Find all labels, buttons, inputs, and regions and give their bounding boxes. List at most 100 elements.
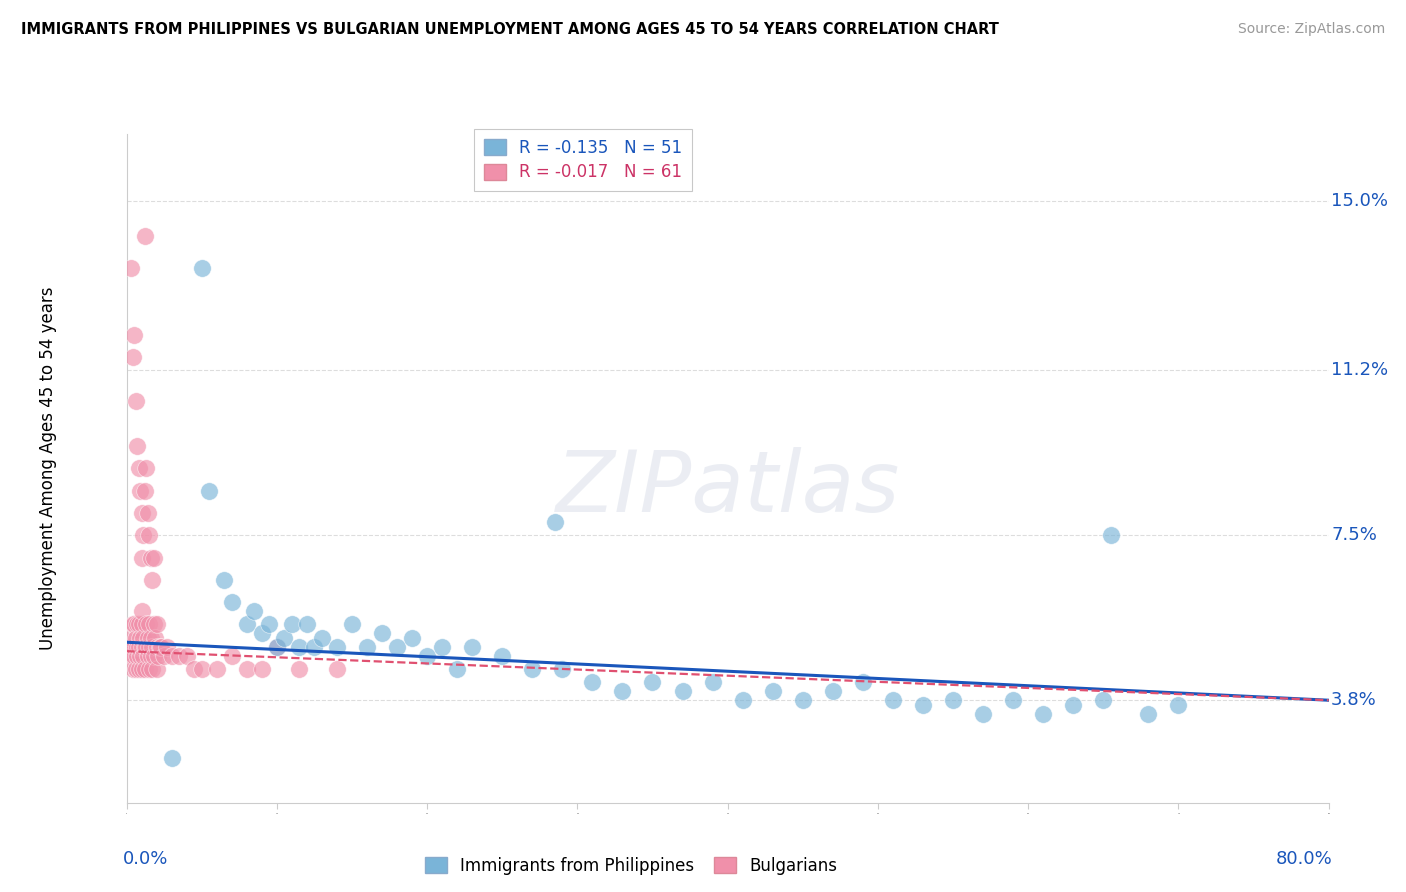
Point xyxy=(145,662,167,676)
Point xyxy=(134,640,156,654)
Point xyxy=(221,595,243,609)
Point xyxy=(131,640,153,654)
Point xyxy=(762,684,785,698)
Point xyxy=(131,550,153,565)
Point xyxy=(124,631,146,645)
Point xyxy=(385,640,408,654)
Point xyxy=(250,662,273,676)
Point xyxy=(141,573,163,587)
Point xyxy=(124,662,146,676)
Point xyxy=(134,662,156,676)
Point xyxy=(118,640,141,654)
Point xyxy=(128,617,150,632)
Point xyxy=(311,631,333,645)
Point xyxy=(852,675,875,690)
Point xyxy=(138,617,160,632)
Point xyxy=(581,675,603,690)
Point xyxy=(1167,698,1189,712)
Point xyxy=(491,648,513,663)
Point xyxy=(942,693,965,707)
Point xyxy=(139,648,162,663)
Point xyxy=(125,648,148,663)
Point xyxy=(138,662,160,676)
Point xyxy=(122,640,145,654)
Point xyxy=(122,648,145,663)
Text: 11.2%: 11.2% xyxy=(1331,361,1388,379)
Point xyxy=(250,626,273,640)
Point xyxy=(1032,706,1054,721)
Point xyxy=(132,528,155,542)
Text: 3.8%: 3.8% xyxy=(1331,691,1376,709)
Text: Source: ZipAtlas.com: Source: ZipAtlas.com xyxy=(1237,22,1385,37)
Point xyxy=(235,662,259,676)
Point xyxy=(911,698,934,712)
Point xyxy=(153,648,176,663)
Text: ZIPatlas: ZIPatlas xyxy=(555,447,900,530)
Point xyxy=(125,439,148,453)
Point xyxy=(160,648,183,663)
Point xyxy=(141,662,163,676)
Point xyxy=(129,483,152,498)
Point xyxy=(160,751,183,765)
Point xyxy=(131,617,153,632)
Point xyxy=(304,640,326,654)
Point xyxy=(121,617,143,632)
Point xyxy=(430,640,453,654)
Point xyxy=(139,631,162,645)
Text: 0.0%: 0.0% xyxy=(122,849,169,868)
Point xyxy=(149,640,172,654)
Point xyxy=(446,662,468,676)
Point xyxy=(136,648,159,663)
Point xyxy=(138,640,160,654)
Point xyxy=(135,617,157,632)
Point xyxy=(134,229,156,244)
Point xyxy=(326,640,349,654)
Point xyxy=(142,648,165,663)
Point xyxy=(122,617,145,632)
Point xyxy=(124,394,146,409)
Point xyxy=(259,617,281,632)
Point xyxy=(176,648,198,663)
Point xyxy=(121,350,143,364)
Point xyxy=(281,617,304,632)
Point xyxy=(136,631,159,645)
Text: 80.0%: 80.0% xyxy=(1275,849,1333,868)
Point xyxy=(702,675,724,690)
Point xyxy=(551,662,574,676)
Point xyxy=(641,675,664,690)
Point xyxy=(167,648,190,663)
Point xyxy=(401,631,423,645)
Point xyxy=(120,260,142,275)
Point xyxy=(132,631,155,645)
Point xyxy=(139,550,162,565)
Point xyxy=(146,648,169,663)
Text: Unemployment Among Ages 45 to 54 years: Unemployment Among Ages 45 to 54 years xyxy=(39,286,58,650)
Point xyxy=(142,617,165,632)
Point xyxy=(190,260,212,275)
Point xyxy=(671,684,693,698)
Point xyxy=(972,706,994,721)
Point xyxy=(882,693,904,707)
Point xyxy=(134,483,156,498)
Point xyxy=(122,327,145,342)
Point xyxy=(1099,528,1122,542)
Point xyxy=(131,604,153,618)
Point xyxy=(156,640,179,654)
Point xyxy=(1062,698,1084,712)
Point xyxy=(183,662,205,676)
Point xyxy=(212,573,235,587)
Point xyxy=(522,662,544,676)
Point xyxy=(266,640,288,654)
Point xyxy=(731,693,754,707)
Point xyxy=(416,648,439,663)
Point xyxy=(792,693,814,707)
Point xyxy=(120,631,142,645)
Point xyxy=(288,640,311,654)
Point xyxy=(288,662,311,676)
Point xyxy=(1002,693,1025,707)
Legend: Immigrants from Philippines, Bulgarians: Immigrants from Philippines, Bulgarians xyxy=(419,850,844,881)
Point xyxy=(1137,706,1160,721)
Point xyxy=(142,550,165,565)
Point xyxy=(266,640,288,654)
Point xyxy=(138,528,160,542)
